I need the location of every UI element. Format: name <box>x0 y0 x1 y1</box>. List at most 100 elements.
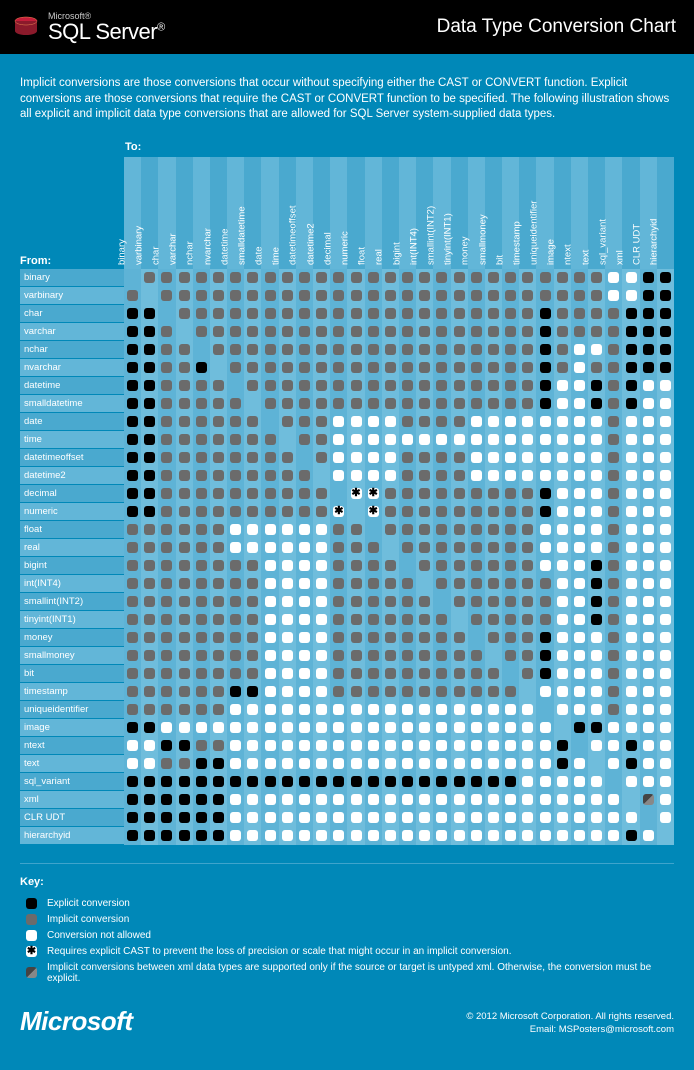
conversion-cell <box>330 305 347 323</box>
conversion-cell <box>605 629 622 647</box>
conversion-cell <box>588 827 605 845</box>
conversion-cell <box>176 485 193 503</box>
conversion-cell <box>227 647 244 665</box>
conversion-cell <box>451 467 468 485</box>
conversion-cell <box>261 521 278 539</box>
conversion-cell <box>279 269 296 287</box>
conversion-cell <box>261 755 278 773</box>
copyright-line-1: © 2012 Microsoft Corporation. All rights… <box>466 1010 674 1023</box>
conversion-cell <box>313 449 330 467</box>
to-label: To: <box>125 141 674 153</box>
conversion-cell <box>451 611 468 629</box>
conversion-cell <box>433 521 450 539</box>
intro-text: Implicit conversions are those conversio… <box>0 54 694 141</box>
conversion-cell <box>416 269 433 287</box>
conversion-cell <box>399 791 416 809</box>
conversion-cell <box>261 701 278 719</box>
conversion-cell <box>141 755 158 773</box>
conversion-cell <box>176 323 193 341</box>
conversion-cell <box>588 341 605 359</box>
conversion-cell <box>519 611 536 629</box>
conversion-cell <box>313 485 330 503</box>
conversion-cell <box>554 539 571 557</box>
conversion-cell <box>124 539 141 557</box>
conversion-cell <box>124 341 141 359</box>
conversion-cell <box>433 629 450 647</box>
conversion-cell <box>640 305 657 323</box>
conversion-cell <box>451 377 468 395</box>
conversion-cell <box>536 503 553 521</box>
conversion-cell <box>330 683 347 701</box>
row-label: float <box>20 521 124 539</box>
conversion-cell <box>193 575 210 593</box>
conversion-cell <box>451 827 468 845</box>
conversion-cell <box>416 665 433 683</box>
conversion-cell <box>640 503 657 521</box>
conversion-cell <box>124 323 141 341</box>
conversion-cell <box>261 647 278 665</box>
conversion-cell <box>296 683 313 701</box>
conversion-cell <box>141 485 158 503</box>
conversion-cell <box>657 701 674 719</box>
conversion-cell <box>176 647 193 665</box>
conversion-cell <box>193 719 210 737</box>
conversion-cell <box>330 647 347 665</box>
conversion-cell <box>433 683 450 701</box>
conversion-cell <box>605 395 622 413</box>
conversion-cell <box>347 287 364 305</box>
conversion-cell <box>468 791 485 809</box>
conversion-cell <box>519 557 536 575</box>
conversion-cell <box>330 377 347 395</box>
conversion-cell <box>433 341 450 359</box>
conversion-cell <box>399 431 416 449</box>
conversion-cell <box>365 701 382 719</box>
conversion-cell <box>210 539 227 557</box>
row-label: date <box>20 413 124 431</box>
row-label: char <box>20 305 124 323</box>
conversion-cell <box>124 719 141 737</box>
conversion-cell <box>176 557 193 575</box>
conversion-cell <box>554 791 571 809</box>
conversion-cell <box>416 791 433 809</box>
conversion-cell <box>227 539 244 557</box>
conversion-cell <box>399 683 416 701</box>
legend-item: Conversion not allowed <box>20 930 674 941</box>
conversion-cell <box>261 395 278 413</box>
conversion-cell <box>433 593 450 611</box>
conversion-cell <box>124 575 141 593</box>
conversion-cell <box>261 719 278 737</box>
conversion-cell <box>468 827 485 845</box>
conversion-cell <box>605 557 622 575</box>
conversion-cell <box>519 359 536 377</box>
conversion-cell <box>657 359 674 377</box>
conversion-cell <box>382 413 399 431</box>
conversion-cell <box>399 521 416 539</box>
conversion-cell <box>502 287 519 305</box>
conversion-cell <box>210 503 227 521</box>
conversion-cell <box>468 773 485 791</box>
conversion-cell <box>244 611 261 629</box>
conversion-cell <box>640 539 657 557</box>
conversion-cell <box>141 719 158 737</box>
conversion-cell <box>640 323 657 341</box>
conversion-cell <box>158 413 175 431</box>
conversion-cell <box>451 449 468 467</box>
conversion-cell <box>399 719 416 737</box>
conversion-cell <box>158 719 175 737</box>
conversion-cell <box>657 611 674 629</box>
conversion-cell <box>502 647 519 665</box>
conversion-cell <box>382 683 399 701</box>
conversion-cell <box>313 719 330 737</box>
conversion-cell <box>227 593 244 611</box>
conversion-cell <box>227 809 244 827</box>
conversion-cell <box>399 737 416 755</box>
conversion-cell <box>502 827 519 845</box>
conversion-cell <box>313 359 330 377</box>
conversion-cell <box>279 575 296 593</box>
conversion-cell <box>279 413 296 431</box>
microsoft-logo: Microsoft <box>20 1006 133 1037</box>
conversion-cell <box>176 683 193 701</box>
conversion-cell <box>279 773 296 791</box>
conversion-cell <box>330 575 347 593</box>
conversion-cell <box>193 701 210 719</box>
